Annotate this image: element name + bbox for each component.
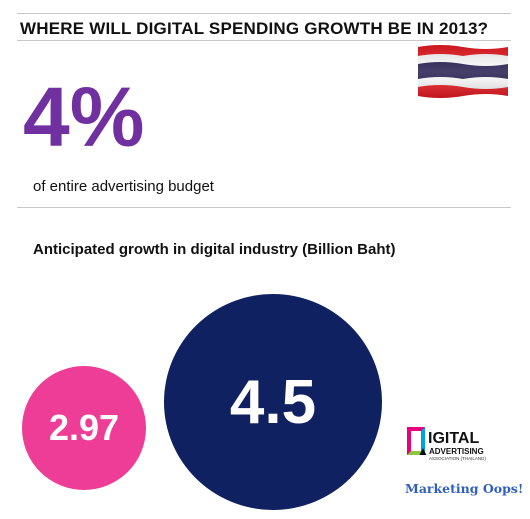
logo-text-main: IGITAL <box>428 430 480 447</box>
bubble-large: 4.5 <box>164 294 382 510</box>
section-divider <box>17 207 511 208</box>
top-rule <box>17 13 511 14</box>
bubble-large-label: 4.5 <box>229 367 317 437</box>
growth-title: Anticipated growth in digital industry (… <box>33 241 396 258</box>
brand-watermark: Marketing Oops! <box>405 481 524 496</box>
logo-text-sub: ADVERTISING <box>429 447 484 456</box>
budget-caption: of entire advertising budget <box>33 178 214 195</box>
budget-percentage: 4% <box>23 70 145 164</box>
logo-frame-icon <box>407 427 425 455</box>
title-underline <box>17 40 511 41</box>
digital-advertising-logo: ▲ IGITAL ADVERTISING ASSOCIATION (THAILA… <box>407 427 515 465</box>
page-title: WHERE WILL DIGITAL SPENDING GROWTH BE IN… <box>20 19 489 38</box>
thailand-flag-icon <box>418 43 508 99</box>
bubble-small: 2.97 <box>22 366 146 490</box>
cursor-icon: ▲ <box>417 444 429 458</box>
logo-text-small: ASSOCIATION (THAILAND) <box>429 456 486 461</box>
bubble-small-label: 2.97 <box>48 407 120 448</box>
